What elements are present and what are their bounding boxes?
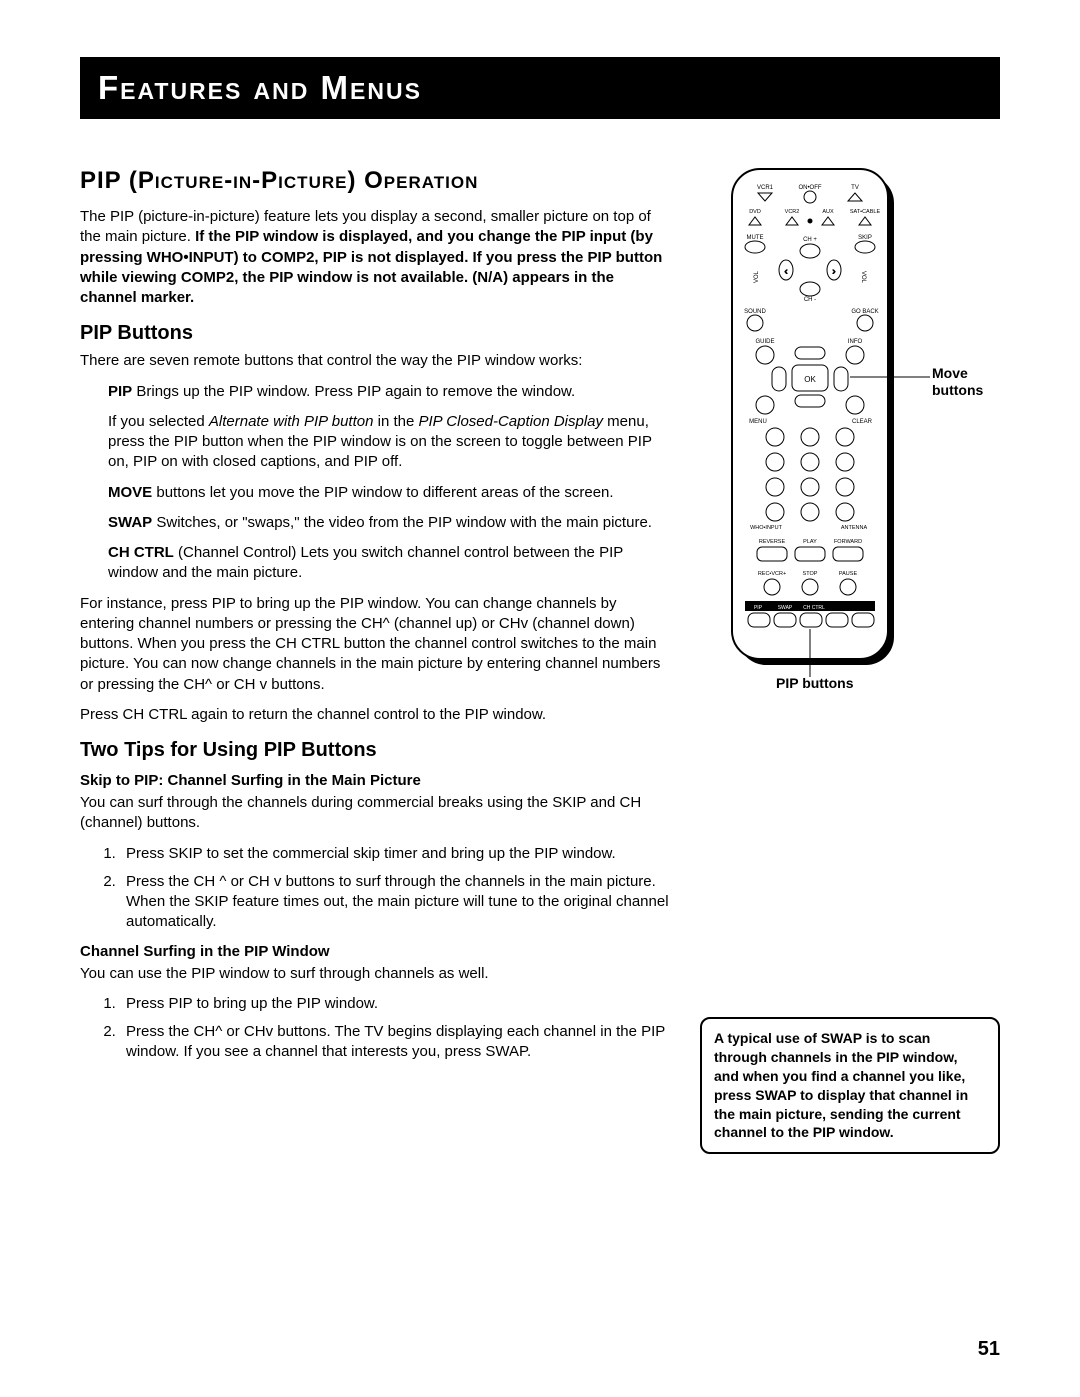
svg-text:SKIP: SKIP bbox=[858, 235, 872, 241]
swap-callout: A typical use of SWAP is to scan through… bbox=[700, 1017, 1000, 1154]
svg-text:VOL: VOL bbox=[860, 271, 866, 284]
svg-text:CH -: CH - bbox=[804, 297, 816, 303]
remote-svg: VCR1 ON•OFF TV DVD VCR2 AUX SAT•CABLE bbox=[700, 167, 1000, 687]
instance-paragraph: For instance, press PIP to bring up the … bbox=[80, 594, 670, 695]
svg-text:PAUSE: PAUSE bbox=[839, 571, 858, 577]
svg-text:CLEAR: CLEAR bbox=[852, 419, 873, 425]
chctrl-text: (Channel Control) Lets you switch channe… bbox=[108, 544, 623, 581]
page-number: 51 bbox=[978, 1338, 1000, 1361]
pip-desc: PIP Brings up the PIP window. Press PIP … bbox=[108, 382, 670, 402]
svg-text:▷: ▷ bbox=[807, 550, 814, 560]
remote-illustration: VCR1 ON•OFF TV DVD VCR2 AUX SAT•CABLE bbox=[700, 167, 1000, 687]
svg-text:PLAY: PLAY bbox=[803, 539, 817, 545]
right-column: VCR1 ON•OFF TV DVD VCR2 AUX SAT•CABLE bbox=[700, 167, 1000, 1154]
pip-label: PIP bbox=[108, 383, 132, 400]
swap-label: SWAP bbox=[108, 514, 152, 531]
svg-text:STOP: STOP bbox=[803, 571, 818, 577]
svg-text:TV: TV bbox=[851, 185, 859, 191]
tip1-step2: Press the CH ^ or CH v buttons to surf t… bbox=[120, 872, 670, 933]
svg-text:▷▷: ▷▷ bbox=[841, 550, 855, 560]
swap-desc: SWAP Switches, or "swaps," the video fro… bbox=[108, 513, 670, 533]
pip-alternate: If you selected Alternate with PIP butto… bbox=[108, 412, 670, 473]
tip2-step1: Press PIP to bring up the PIP window. bbox=[120, 994, 670, 1014]
tip2-heading: Channel Surfing in the PIP Window bbox=[80, 943, 670, 960]
swap-text: Switches, or "swaps," the video from the… bbox=[152, 514, 652, 531]
tip1-step1: Press SKIP to set the commercial skip ti… bbox=[120, 844, 670, 864]
svg-text:SOUND: SOUND bbox=[744, 309, 766, 315]
tip1-intro: You can surf through the channels during… bbox=[80, 793, 670, 834]
svg-text:OK: OK bbox=[804, 375, 816, 384]
svg-text:◁: ◁ bbox=[769, 550, 776, 560]
svg-text:FORWARD: FORWARD bbox=[834, 539, 862, 545]
move-text: buttons let you move the PIP window to d… bbox=[152, 484, 613, 501]
t: Alternate with PIP button bbox=[209, 413, 374, 430]
svg-text:INFO: INFO bbox=[848, 339, 863, 345]
svg-text:PIP: PIP bbox=[754, 605, 763, 611]
svg-text:CH CTRL: CH CTRL bbox=[803, 605, 825, 611]
chctrl-desc: CH CTRL (Channel Control) Lets you switc… bbox=[108, 543, 670, 584]
main-text-column: PIP (Picture-in-Picture) Operation The P… bbox=[80, 167, 670, 1154]
tip1-steps: Press SKIP to set the commercial skip ti… bbox=[120, 844, 670, 933]
chctrl-label: CH CTRL bbox=[108, 544, 174, 561]
move-label: MOVE bbox=[108, 484, 152, 501]
svg-text:VOL: VOL bbox=[754, 270, 760, 283]
svg-text:GUIDE: GUIDE bbox=[755, 339, 774, 345]
svg-text:MENU: MENU bbox=[749, 419, 767, 425]
intro-paragraph: The PIP (picture-in-picture) feature let… bbox=[80, 207, 670, 308]
tip2-steps: Press PIP to bring up the PIP window. Pr… bbox=[120, 994, 670, 1063]
svg-text:SWAP: SWAP bbox=[778, 605, 793, 611]
svg-text:REC•VCR+: REC•VCR+ bbox=[758, 571, 786, 577]
section-title: PIP (Picture-in-Picture) Operation bbox=[80, 167, 670, 195]
svg-text:GO BACK: GO BACK bbox=[851, 309, 878, 315]
svg-text:ON•OFF: ON•OFF bbox=[798, 185, 821, 191]
t: PIP Closed-Caption Display bbox=[418, 413, 603, 430]
tip2-step2: Press the CH^ or CHv buttons. The TV beg… bbox=[120, 1022, 670, 1063]
svg-text:›: › bbox=[833, 266, 836, 276]
svg-text:CH +: CH + bbox=[803, 237, 817, 243]
t: in the bbox=[373, 413, 418, 430]
svg-text:‹: ‹ bbox=[785, 266, 788, 276]
move-buttons-label: Move buttons bbox=[932, 365, 1000, 399]
svg-text:MUTE: MUTE bbox=[747, 235, 764, 241]
pip-text: Brings up the PIP window. Press PIP agai… bbox=[132, 383, 575, 400]
svg-text:REVERSE: REVERSE bbox=[759, 539, 786, 545]
svg-text:VCR1: VCR1 bbox=[757, 185, 774, 191]
move-desc: MOVE buttons let you move the PIP window… bbox=[108, 483, 670, 503]
pip-buttons-intro: There are seven remote buttons that cont… bbox=[80, 351, 670, 371]
tip2-intro: You can use the PIP window to surf throu… bbox=[80, 964, 670, 984]
svg-text:RESET: RESET bbox=[840, 605, 857, 611]
header-bar: Features and Menus bbox=[80, 57, 1000, 119]
svg-text:SAT•CABLE: SAT•CABLE bbox=[850, 209, 881, 215]
svg-text:VCR2: VCR2 bbox=[785, 209, 800, 215]
pip-buttons-heading: PIP Buttons bbox=[80, 322, 670, 345]
svg-text:DVD: DVD bbox=[749, 209, 761, 215]
tip1-heading: Skip to PIP: Channel Surfing in the Main… bbox=[80, 772, 670, 789]
svg-text:AUX: AUX bbox=[822, 209, 834, 215]
pip-buttons-label: PIP buttons bbox=[776, 675, 854, 692]
svg-text:WHO•INPUT: WHO•INPUT bbox=[750, 525, 783, 531]
t: If you selected bbox=[108, 413, 209, 430]
press-again: Press CH CTRL again to return the channe… bbox=[80, 705, 670, 725]
tips-heading: Two Tips for Using PIP Buttons bbox=[80, 739, 670, 762]
svg-text:ANTENNA: ANTENNA bbox=[841, 525, 868, 531]
